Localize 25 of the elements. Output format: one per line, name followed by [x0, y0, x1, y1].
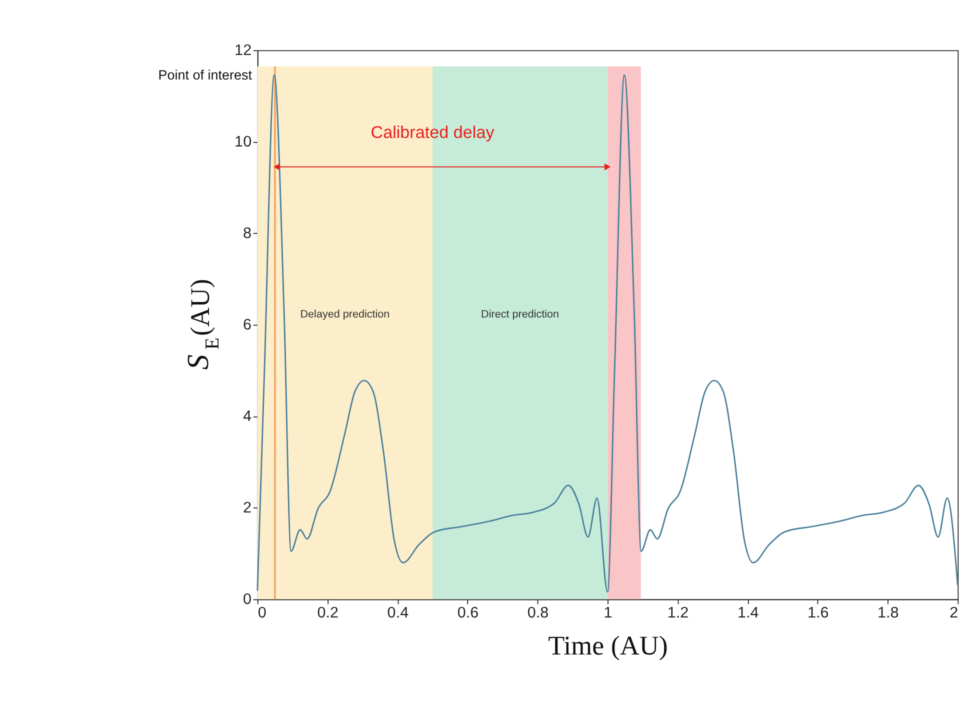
- x-tick-label: 1.8: [877, 604, 899, 622]
- x-tick-label: 0.4: [387, 604, 410, 622]
- annotation: Point of interest: [158, 67, 252, 82]
- y-tick-label: 10: [234, 134, 252, 151]
- band-label: Direct prediction: [481, 308, 560, 320]
- x-tick-label: 0.8: [527, 604, 549, 622]
- y-tick-label: 4: [243, 408, 252, 426]
- x-tick-label: 2: [950, 604, 958, 622]
- x-tick-label: 1.6: [807, 604, 829, 622]
- y-tick-label: 2: [243, 500, 252, 517]
- annotation: Calibrated delay: [370, 122, 495, 142]
- line-series: [256, 74, 958, 593]
- y-tick-label: 0: [243, 591, 252, 608]
- x-tick-label: 0.2: [317, 604, 339, 622]
- band-label: Delayed prediction: [300, 308, 390, 320]
- x-tick-label: 0.6: [457, 604, 479, 622]
- x-tick-label: 1.2: [667, 604, 689, 622]
- x-tick-label: 0: [258, 604, 266, 622]
- y-tick-label: 6: [243, 316, 252, 334]
- y-axis-title: SE(AU): [180, 278, 224, 370]
- x-tick-label: 1.4: [737, 604, 760, 622]
- y-tick-label: 8: [243, 225, 252, 242]
- y-tick-label: 12: [234, 42, 252, 60]
- x-tick-label: 1: [604, 604, 612, 622]
- x-axis-title: Time (AU): [548, 630, 668, 661]
